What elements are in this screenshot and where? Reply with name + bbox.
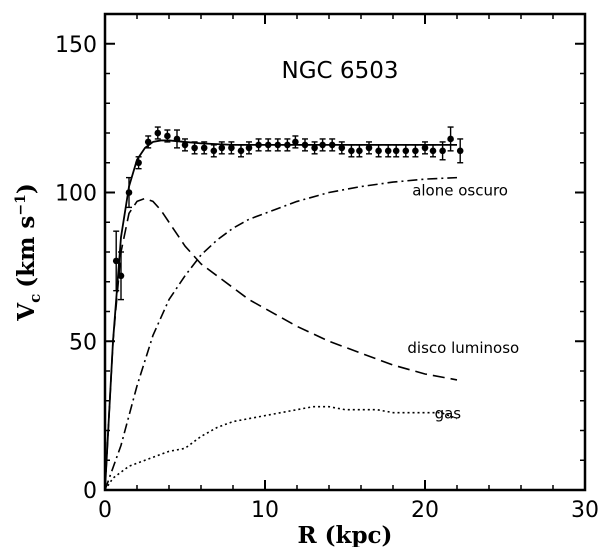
data-point: [255, 141, 262, 149]
y-axis-title-units: (km s: [13, 216, 40, 288]
y-axis-title-symbol: V: [13, 302, 40, 322]
data-point: [456, 147, 464, 155]
data-point: [112, 257, 120, 265]
data-point: [154, 129, 162, 137]
data-point: [348, 147, 355, 155]
total-fit-curve: [104, 139, 457, 491]
curve-annotation: gas: [435, 405, 462, 423]
data-point: [245, 144, 253, 152]
data-point: [311, 144, 318, 152]
y-axis-title-subscript: c: [26, 294, 44, 303]
series-layer: [104, 139, 458, 491]
data-point: [439, 147, 446, 155]
data-point: [135, 159, 142, 167]
data-point: [117, 272, 125, 280]
data-point: [392, 147, 400, 155]
data-point: [284, 141, 291, 149]
data-point: [181, 141, 189, 149]
y-axis-title: Vc (km s−1): [13, 183, 44, 322]
y-axis-title-close: ): [13, 183, 40, 194]
data-point: [292, 138, 299, 146]
data-point: [421, 144, 429, 152]
plot-frame: [103, 12, 587, 492]
data-point: [210, 147, 218, 155]
data-point: [447, 135, 454, 143]
y-axis-title-superscript: −1: [13, 194, 29, 215]
data-point: [173, 135, 181, 143]
x-tick-label: 10: [251, 498, 279, 523]
alone-oscuro-curve: [104, 176, 458, 491]
data-point: [237, 147, 245, 155]
axis-ticks: 0 10 20 30 0 50 100 150: [55, 13, 598, 523]
y-tick-label: 50: [69, 330, 97, 355]
data-points-layer: [112, 126, 464, 301]
data-point: [429, 147, 437, 155]
data-point: [274, 141, 282, 149]
x-tick-label: 20: [411, 498, 439, 523]
y-tick-label: 150: [55, 33, 97, 58]
data-point: [301, 141, 309, 149]
data-point: [164, 132, 171, 140]
data-point: [402, 147, 410, 155]
x-tick-label: 30: [571, 498, 598, 523]
data-point: [264, 141, 272, 149]
data-point: [125, 189, 133, 196]
annotations-layer: alone oscuro disco luminoso gas: [407, 181, 519, 422]
y-tick-label: 0: [83, 479, 97, 504]
x-axis-title: R (kpc): [298, 522, 393, 547]
x-tick-label: 0: [98, 498, 112, 523]
disco-luminoso-curve: [104, 197, 458, 491]
data-point: [384, 147, 392, 155]
curve-annotation: disco luminoso: [407, 339, 519, 357]
data-point: [191, 144, 198, 152]
curve-annotation: alone oscuro: [412, 181, 508, 199]
data-point: [200, 144, 208, 152]
data-point: [375, 147, 382, 155]
data-point: [338, 144, 346, 152]
y-tick-label: 100: [55, 182, 97, 207]
gas-curve: [104, 405, 458, 491]
data-point: [228, 144, 235, 152]
data-point: [319, 141, 326, 149]
chart-title: NGC 6503: [282, 58, 399, 84]
data-point: [356, 147, 363, 155]
data-point: [412, 147, 419, 155]
data-point: [365, 144, 373, 152]
data-point: [218, 144, 226, 152]
data-point: [144, 138, 152, 146]
data-point: [328, 141, 336, 149]
